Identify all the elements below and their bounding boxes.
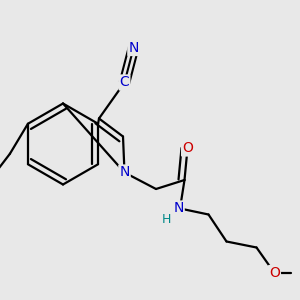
Text: N: N	[173, 202, 184, 215]
Text: O: O	[269, 266, 280, 280]
Text: N: N	[119, 166, 130, 179]
Text: H: H	[162, 213, 171, 226]
Text: O: O	[182, 142, 193, 155]
Text: C: C	[120, 76, 129, 89]
Text: N: N	[128, 41, 139, 55]
